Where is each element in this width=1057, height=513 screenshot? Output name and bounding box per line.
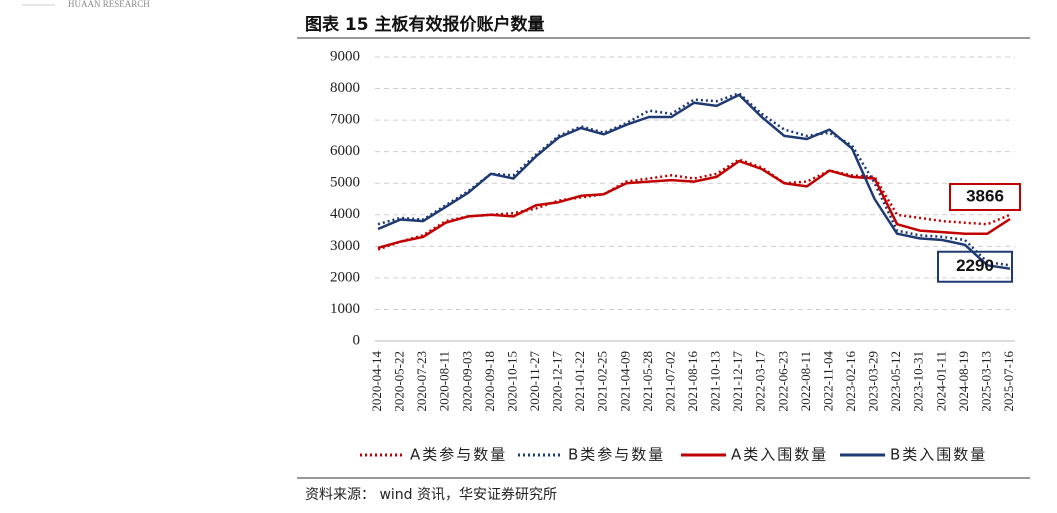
y-tick-label: 1000	[330, 301, 360, 317]
x-tick-label: 2021-05-28	[640, 351, 655, 412]
x-tick-label: 2022-11-04	[820, 351, 835, 412]
x-tick-label: 2020-09-03	[459, 351, 474, 412]
value-label-box	[937, 250, 1013, 283]
chart-title: 图表 15 主板有效报价账户数量	[305, 14, 545, 35]
series-line	[377, 158, 1011, 251]
x-tick-label: 2020-10-15	[504, 351, 519, 412]
x-tick-label: 2025-07-16	[1001, 351, 1016, 412]
legend-label: A类参与数量	[410, 446, 507, 464]
x-tick-label: 2023-10-31	[911, 351, 926, 412]
y-tick-label: 2000	[330, 269, 360, 285]
x-tick-label: 2020-05-22	[392, 351, 407, 412]
series-line	[377, 159, 1011, 250]
y-tick-label: 9000	[330, 48, 360, 64]
header: HUAAN RESEARCH	[68, 0, 150, 9]
x-tick-label: 2021-12-17	[730, 351, 745, 412]
x-tick-label: 2023-02-16	[843, 351, 858, 412]
y-tick-label: 0	[353, 332, 361, 348]
x-tick-label: 2021-01-22	[572, 351, 587, 412]
x-tick-label: 2021-08-16	[685, 351, 700, 412]
x-tick-label: 2020-08-11	[437, 351, 452, 411]
x-tick-label: 2025-03-13	[978, 351, 993, 412]
x-tick-label: 2022-03-17	[753, 351, 768, 412]
x-tick-label: 2024-08-19	[956, 351, 971, 412]
legend-label: A类入围数量	[731, 446, 828, 464]
x-tick-label: 2024-01-11	[933, 351, 948, 411]
y-tick-label: 7000	[330, 112, 360, 128]
value-label: 3866	[966, 186, 1004, 205]
x-tick-label: 2022-06-23	[775, 351, 790, 412]
x-tick-label: 2020-07-23	[414, 351, 429, 412]
y-tick-label: 3000	[330, 238, 360, 254]
value-label-box	[949, 183, 1021, 212]
y-tick-label: 6000	[330, 143, 360, 159]
legend-label: B类入围数量	[890, 446, 987, 464]
y-tick-label: 8000	[330, 80, 360, 96]
x-tick-label: 2023-05-12	[888, 351, 903, 412]
y-tick-label: 5000	[330, 175, 360, 191]
value-label: 2290	[956, 256, 994, 275]
x-tick-label: 2021-04-09	[617, 351, 632, 412]
series-line	[377, 93, 1011, 270]
x-tick-label: 2020-12-17	[550, 351, 565, 412]
x-tick-label: 2020-04-14	[369, 351, 384, 412]
x-tick-label: 2021-10-13	[708, 351, 723, 412]
x-tick-label: 2020-11-27	[527, 351, 542, 412]
y-tick-label: 4000	[330, 206, 360, 222]
x-tick-label: 2021-02-25	[595, 351, 610, 412]
series-line	[377, 92, 1011, 267]
legend-label: B类参与数量	[568, 446, 665, 464]
x-tick-label: 2023-03-29	[866, 351, 881, 412]
x-tick-label: 2021-07-02	[662, 351, 677, 412]
x-tick-label: 2022-08-11	[798, 351, 813, 411]
source: 资料来源： wind 资讯，华安证券研究所	[305, 487, 557, 503]
x-tick-label: 2020-09-18	[482, 351, 497, 412]
